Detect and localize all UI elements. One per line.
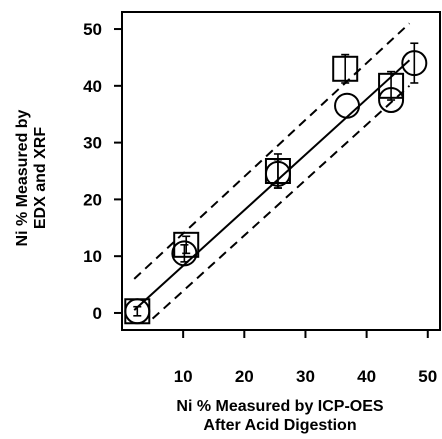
y-axis-title-line1: Ni % Measured by — [14, 109, 31, 246]
reference-lines — [133, 22, 411, 320]
y-tick-label: 10 — [83, 247, 102, 266]
y-tick-label: 0 — [93, 304, 102, 323]
x-axis-title-line2: After Acid Digestion — [203, 417, 356, 434]
x-tick-label: 40 — [357, 367, 376, 386]
x-axis: 10 20 30 40 50 — [174, 330, 437, 386]
y-tick-label: 20 — [83, 190, 102, 209]
y-tick-label: 40 — [83, 77, 102, 96]
dashed-bound-line-2 — [151, 85, 411, 320]
x-tick-label: 50 — [418, 367, 437, 386]
dashed-bound-line-1 — [133, 22, 411, 280]
x-tick-label: 20 — [235, 367, 254, 386]
square-marker — [124, 298, 151, 325]
circle-marker — [401, 50, 428, 77]
y-axis: 0 10 20 30 40 50 — [83, 20, 122, 323]
x-tick-label: 10 — [174, 367, 193, 386]
square-marker — [332, 55, 359, 82]
x-axis-title-line1: Ni % Measured by ICP-OES — [176, 398, 383, 415]
circle-marker — [334, 92, 361, 119]
y-tick-label: 30 — [83, 134, 102, 153]
circle-marker — [171, 240, 198, 267]
y-axis-title-line2: EDX and XRF — [32, 127, 49, 229]
square-marker — [264, 158, 291, 184]
data-points — [124, 42, 428, 325]
y-tick-label: 50 — [83, 20, 102, 39]
square-marker — [378, 72, 405, 99]
plot-frame — [121, 11, 441, 331]
square-marker — [173, 231, 200, 258]
x-tick-label: 30 — [296, 367, 315, 386]
